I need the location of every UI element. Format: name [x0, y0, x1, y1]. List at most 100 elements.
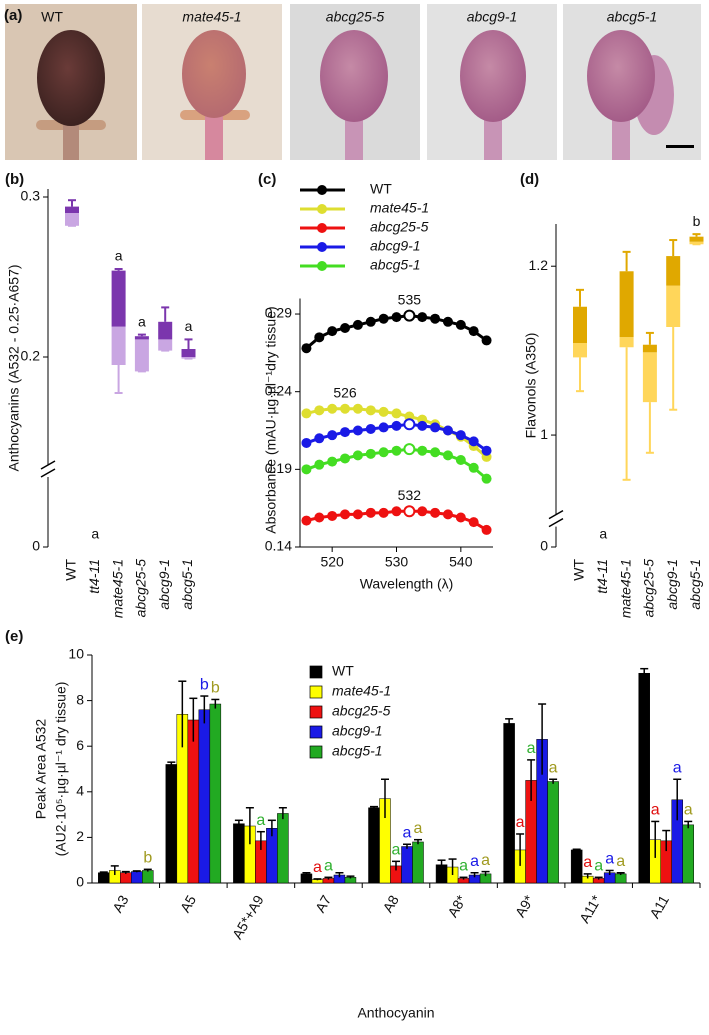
scale-bar — [666, 145, 694, 148]
data-point — [442, 509, 453, 520]
x-tick-label: A11* — [576, 892, 605, 926]
sample-label: abcg25-5 — [326, 9, 385, 25]
significance-letter: a — [481, 852, 490, 869]
significance-letter: a — [470, 853, 479, 870]
data-point — [340, 509, 351, 520]
bar — [412, 841, 424, 884]
x-tick-label: A8 — [379, 892, 402, 915]
data-point — [430, 507, 441, 518]
data-point — [417, 445, 428, 456]
data-point — [327, 326, 338, 337]
x-tick-label: WT — [63, 559, 79, 581]
legend-label: abcg9-1 — [370, 238, 421, 254]
significance-letter: a — [673, 759, 682, 776]
axis-break — [548, 517, 564, 528]
data-point — [365, 405, 376, 416]
data-point — [301, 515, 312, 526]
data-point — [481, 524, 492, 535]
x-tick-label: A8* — [444, 892, 469, 920]
data-point — [391, 312, 402, 323]
data-point — [314, 433, 325, 444]
data-point — [365, 423, 376, 434]
panel-label: (c) — [258, 171, 276, 188]
data-point — [455, 319, 466, 330]
box-upper — [111, 270, 126, 327]
data-point — [468, 462, 479, 473]
x-tick-label: A5 — [177, 892, 200, 915]
significance-letter: b — [143, 850, 152, 867]
bar — [300, 873, 313, 884]
x-tick-label: A11 — [646, 892, 672, 921]
significance-letter: a — [256, 812, 265, 829]
panel-label: (a) — [4, 7, 22, 24]
data-point — [301, 343, 312, 354]
significance-letter: a — [549, 759, 558, 776]
y-axis-title: Absorbance (mAU·µg·µl⁻¹dry tissue) — [263, 306, 279, 533]
box-lower — [573, 343, 587, 358]
x-tick-label: tt4-11 — [86, 559, 102, 594]
data-point — [455, 455, 466, 466]
box-upper — [642, 344, 657, 353]
x-tick-label: tt4-11 — [594, 559, 610, 594]
data-point — [391, 420, 402, 431]
bar — [368, 807, 380, 884]
y-tick-label: 0.19 — [265, 460, 292, 476]
data-point — [403, 418, 416, 431]
x-tick-label: A7 — [312, 892, 335, 915]
sample-label: abcg5-1 — [607, 9, 658, 25]
photo-panel: (a) WT mate45-1 abcg25-5 abcg9-1 abcg5-1 — [4, 4, 701, 160]
data-point — [481, 445, 492, 456]
legend-swatch — [309, 725, 323, 739]
data-point — [417, 420, 428, 431]
significance-letter: a — [527, 740, 536, 757]
embryo — [460, 30, 526, 122]
y-tick-label: 0.2 — [21, 348, 41, 364]
x-tick-label: 540 — [449, 554, 473, 570]
significance-letter: a — [459, 858, 468, 875]
legend-marker — [317, 242, 327, 252]
bar — [503, 723, 515, 884]
box-lower — [181, 357, 196, 359]
legend-label: mate45-1 — [332, 683, 391, 699]
significance-letter: a — [605, 851, 614, 868]
significance-letter: b — [211, 680, 220, 697]
box-upper — [134, 336, 149, 340]
data-point — [352, 425, 363, 436]
stem — [345, 110, 363, 160]
significance-letter: a — [684, 802, 693, 819]
x-tick-label: abcg9-1 — [664, 559, 680, 610]
data-point — [481, 473, 492, 484]
y-tick-label: 0.14 — [265, 538, 292, 554]
bar — [187, 719, 200, 884]
box-lower — [689, 241, 704, 245]
annotation: 532 — [398, 487, 422, 503]
box-lower — [111, 326, 126, 365]
y-tick-label: 0 — [32, 538, 40, 554]
stem — [612, 110, 630, 160]
embryo — [37, 30, 105, 126]
data-point — [417, 312, 428, 323]
bar — [547, 781, 559, 884]
sample-label: mate45-1 — [182, 9, 241, 25]
x-tick-label: abcg25-5 — [133, 559, 149, 618]
significance-letter: a — [115, 248, 123, 264]
data-point — [391, 408, 402, 419]
axis-break — [548, 509, 564, 520]
y-tick-label: 8 — [76, 691, 84, 707]
panel-label: (b) — [5, 171, 24, 188]
data-point — [455, 512, 466, 523]
box-lower — [619, 337, 634, 348]
box-lower — [642, 352, 657, 403]
significance-letter: a — [583, 854, 592, 871]
box-upper — [619, 271, 634, 338]
data-point — [391, 506, 402, 517]
box-lower — [158, 339, 173, 351]
significance-letter: a — [516, 814, 525, 831]
data-point — [327, 456, 338, 467]
x-tick-label: mate45-1 — [109, 559, 125, 618]
data-point — [468, 326, 479, 337]
significance-letter: a — [599, 526, 607, 542]
bar — [570, 849, 583, 884]
y-tick-label: 0.29 — [265, 305, 292, 321]
